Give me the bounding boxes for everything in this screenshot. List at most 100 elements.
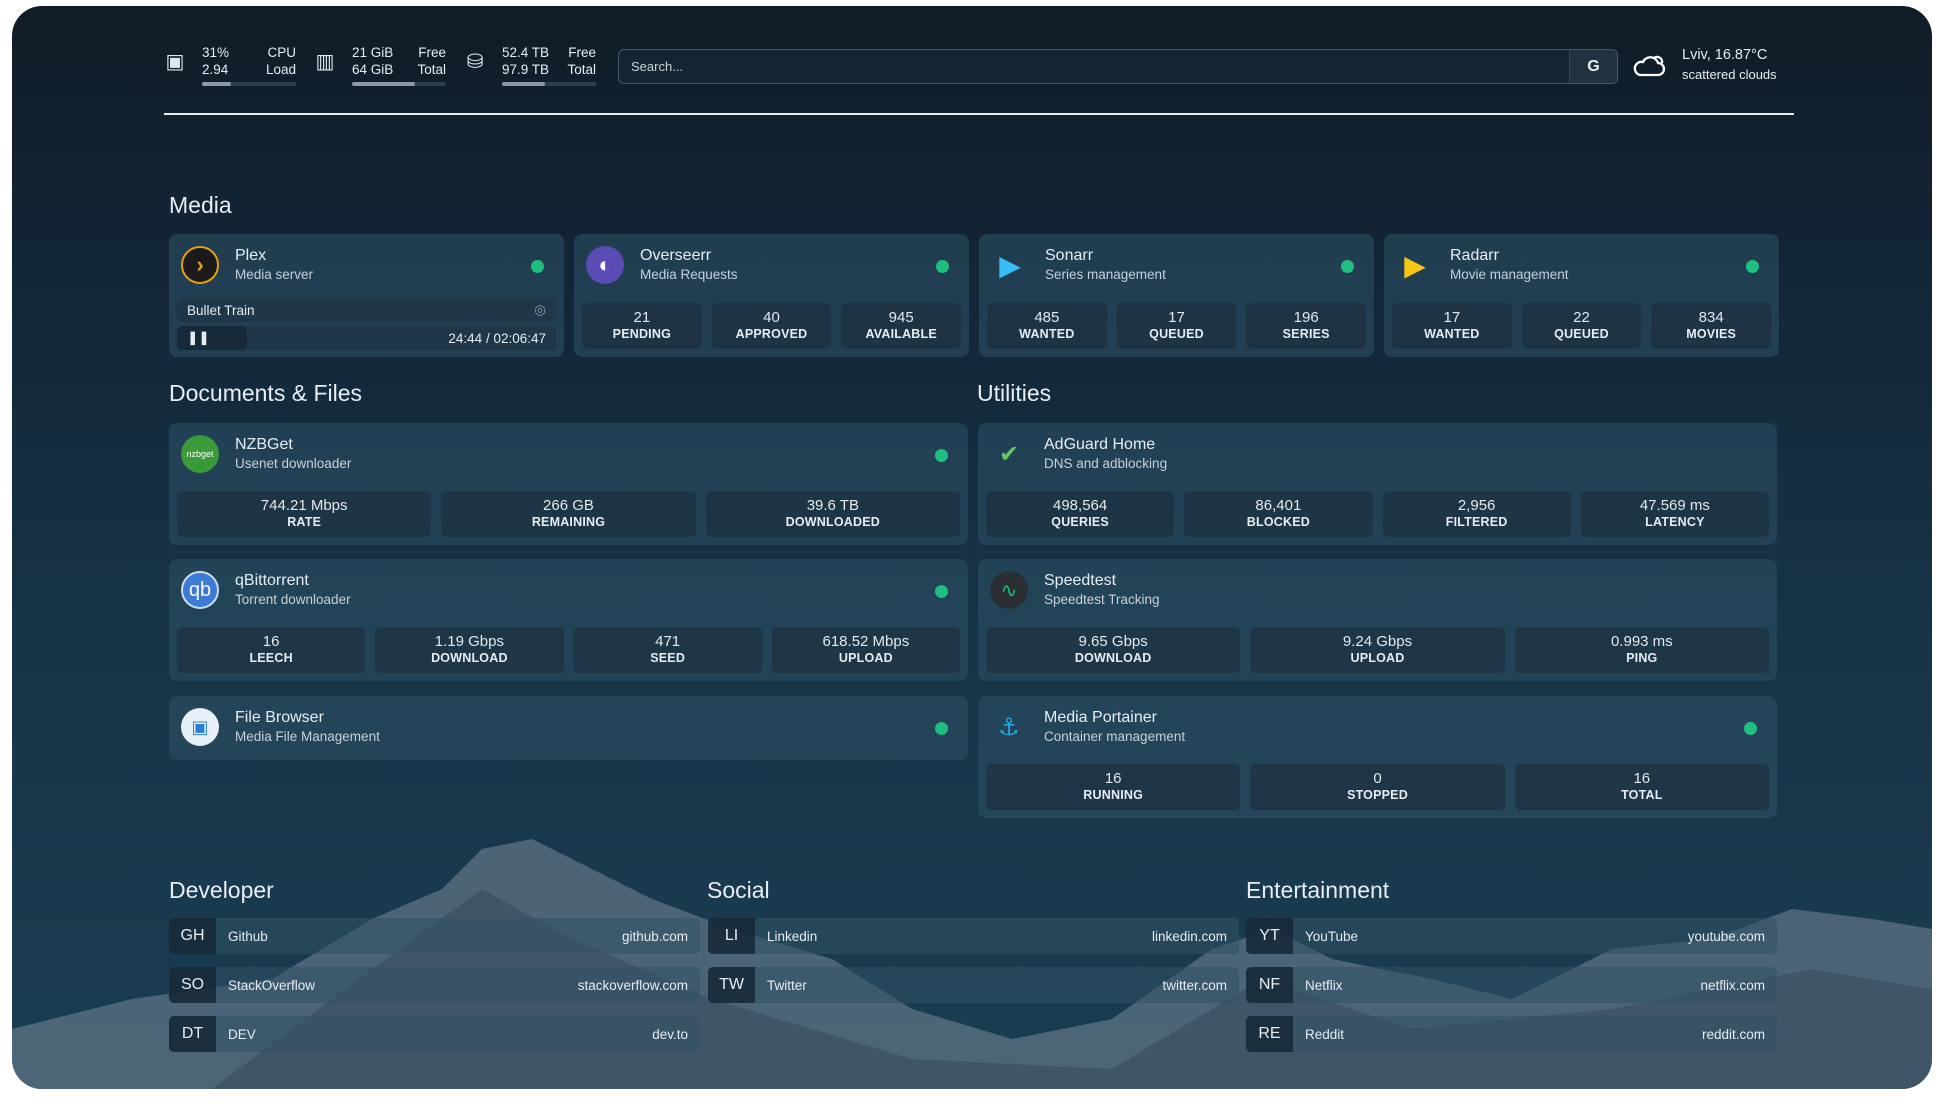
service-description: Usenet downloader [235, 456, 352, 471]
stat-block: 9.65 Gbps DOWNLOAD [986, 627, 1241, 673]
stat-value: 16 [262, 633, 280, 650]
bookmark-stackoverflow[interactable]: SO StackOverflow stackoverflow.com [169, 967, 700, 1003]
load-label: Load [265, 62, 296, 77]
service-card-plex[interactable]: › Plex Media server Bullet Train ◎ ❚❚ 24:4… [169, 234, 564, 357]
stat-block: 22 QUEUED [1521, 303, 1642, 349]
memory-total: 64 GiB [352, 62, 394, 77]
stat-block: 196 SERIES [1246, 303, 1367, 349]
stat-block: 17 QUEUED [1116, 303, 1237, 349]
stat-block: 9.24 Gbps UPLOAD [1250, 627, 1505, 673]
status-online-indicator [1746, 260, 1759, 273]
disk-icon: ⛁ [466, 50, 484, 73]
bookmark-url: dev.to [652, 1026, 688, 1042]
stat-block: 21 PENDING [582, 303, 702, 349]
stats-row: 744.21 Mbps RATE 266 GB REMAINING 39.6 TB DOW… [177, 491, 960, 537]
stat-block: 744.21 Mbps RATE [177, 491, 432, 537]
stat-block: 2,956 FILTERED [1382, 491, 1571, 537]
stat-label: QUERIES [1051, 515, 1109, 529]
service-card-media-portainer[interactable]: ⚓ Media Portainer Container management 16 RU… [978, 696, 1777, 818]
stat-value: 9.24 Gbps [1342, 633, 1413, 650]
stat-label: QUEUED [1149, 327, 1204, 341]
bookmark-netflix[interactable]: NF Netflix netflix.com [1246, 967, 1777, 1003]
plex-logo-icon: › [181, 246, 219, 284]
overseerr-logo-icon: ◐ [586, 246, 624, 284]
bookmark-url: github.com [621, 928, 688, 944]
service-description: DNS and adblocking [1044, 456, 1168, 471]
playback-progress: ❚❚ 24:44 / 02:06:47 [177, 326, 556, 350]
stat-block: 39.6 TB DOWNLOADED [705, 491, 960, 537]
stats-row: 498,564 QUERIES 86,401 BLOCKED 2,956 FILTERED… [986, 491, 1769, 537]
stat-value: 945 [888, 309, 914, 326]
stat-block: 0 STOPPED [1250, 764, 1505, 810]
stat-label: APPROVED [735, 327, 808, 341]
bookmark-linkedin[interactable]: LI Linkedin linkedin.com [708, 918, 1239, 954]
stat-block: 86,401 BLOCKED [1184, 491, 1373, 537]
bookmark-reddit[interactable]: RE Reddit reddit.com [1246, 1016, 1777, 1052]
search-input[interactable] [619, 50, 1569, 83]
service-name: Plex [235, 247, 267, 264]
pause-icon[interactable]: ❚❚ [187, 330, 210, 345]
bookmark-abbreviation: LI [708, 918, 755, 954]
memory-icon: ▥ [315, 50, 335, 73]
bookmark-name: Netflix [1305, 977, 1343, 993]
stat-block: 47.569 ms LATENCY [1580, 491, 1769, 537]
bookmark-url: linkedin.com [1151, 928, 1227, 944]
service-card-speedtest[interactable]: ∿ Speedtest Speedtest Tracking 9.65 Gbps DOW… [978, 559, 1777, 681]
service-card-nzbget[interactable]: nzbget NZBGet Usenet downloader 744.21 Mbps… [169, 423, 968, 545]
weather-widget: Lviv, 16.87°C scattered clouds [1632, 46, 1777, 84]
stat-label: PING [1626, 651, 1658, 665]
cloud-sun-icon [1633, 55, 1666, 77]
bookmark-name: StackOverflow [228, 977, 316, 993]
service-name: AdGuard Home [1044, 436, 1156, 453]
stat-label: WANTED [1019, 327, 1075, 341]
stat-value: 17 [1168, 309, 1185, 326]
dashboard-window: ▣ 31% 2.94 CPU Load ▥ 21 GiB 64 GiB Free Tot… [12, 6, 1932, 1089]
service-name: Sonarr [1045, 247, 1094, 264]
stat-value: 47.569 ms [1639, 497, 1710, 514]
stat-block: 40 APPROVED [711, 303, 832, 349]
service-card-radarr[interactable]: ▶ Radarr Movie management 17 WANTED 22 QUEUED 8… [1384, 234, 1779, 357]
bookmark-url: reddit.com [1701, 1026, 1765, 1042]
disk-total: 97.9 TB [502, 62, 550, 77]
service-name: NZBGet [235, 436, 293, 453]
stat-label: QUEUED [1554, 327, 1609, 341]
stat-label: DOWNLOADED [785, 515, 880, 529]
cpu-widget: ▣ 31% 2.94 CPU Load [162, 44, 296, 86]
service-card-qbittorrent[interactable]: qb qBittorrent Torrent downloader 16 LEECH 1.… [169, 559, 968, 681]
section-title-developer: Developer [169, 877, 274, 903]
service-name: Speedtest [1044, 572, 1117, 589]
transcode-icon: ◎ [534, 302, 546, 317]
service-card-overseerr[interactable]: ◐ Overseerr Media Requests 21 PENDING 40 APPRO… [574, 234, 969, 357]
stat-label: AVAILABLE [865, 327, 937, 341]
google-search-button[interactable]: G [1569, 50, 1617, 83]
service-card-sonarr[interactable]: ▶ Sonarr Series management 485 WANTED 17 QUEUE… [979, 234, 1374, 357]
stat-value: 16 [1104, 770, 1122, 787]
stat-value: 471 [655, 633, 681, 650]
playback-time: 24:44 / 02:06:47 [448, 330, 546, 346]
bookmark-dev[interactable]: DT DEV dev.to [169, 1016, 700, 1052]
stat-label: TOTAL [1621, 788, 1663, 802]
bookmark-github[interactable]: GH Github github.com [169, 918, 700, 954]
bookmark-url: twitter.com [1162, 977, 1227, 993]
free-label: Free [418, 45, 446, 60]
stats-row: 485 WANTED 17 QUEUED 196 SERIES [987, 303, 1367, 349]
stat-value: 485 [1034, 309, 1060, 326]
cpu-usage-bar [202, 82, 296, 86]
service-card-adguard-home[interactable]: ✔ AdGuard Home DNS and adblocking 498,564 QU… [978, 423, 1777, 545]
nzbget-logo-icon: nzbget [181, 435, 219, 473]
memory-usage-bar [352, 82, 446, 86]
adguard-shield-icon: ✔ [998, 440, 1020, 468]
bookmark-twitter[interactable]: TW Twitter twitter.com [708, 967, 1239, 1003]
disk-usage-bar [502, 82, 596, 86]
service-description: Media server [235, 267, 314, 282]
stat-block: 266 GB REMAINING [441, 491, 696, 537]
section-title-entertainment: Entertainment [1246, 877, 1390, 903]
bookmark-name: Reddit [1305, 1026, 1345, 1042]
stat-value: 834 [1698, 309, 1724, 326]
stat-label: UPLOAD [1350, 651, 1405, 665]
bookmark-youtube[interactable]: YT YouTube youtube.com [1246, 918, 1777, 954]
bookmark-abbreviation: NF [1246, 967, 1293, 1003]
service-card-file-browser[interactable]: ▣ File Browser Media File Management [169, 696, 968, 760]
now-playing-row: Bullet Train ◎ [177, 298, 556, 322]
service-description: Media File Management [235, 729, 380, 744]
